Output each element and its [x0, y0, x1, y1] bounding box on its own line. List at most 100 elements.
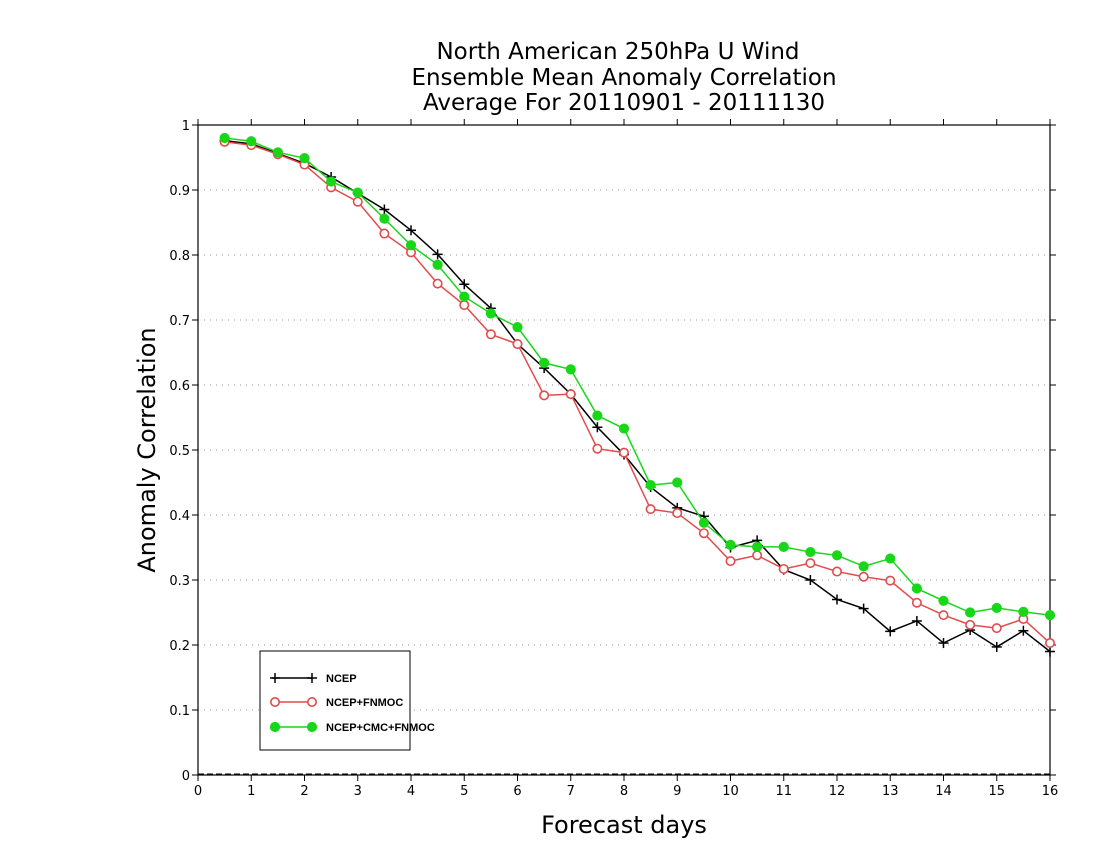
- legend-entry-ncep-cmc-fnmoc: NCEP+CMC+FNMOC: [269, 721, 435, 734]
- point-ncep-fnmoc-28: [965, 619, 976, 630]
- x-tick-label-12: 12: [829, 784, 846, 799]
- y-tick-label-1: 0.1: [169, 704, 190, 719]
- point-ncep-7: [406, 225, 416, 236]
- point-ncep-cmc-fnmoc-20: [752, 541, 763, 552]
- x-tick-label-15: 15: [988, 784, 1005, 799]
- series-line-ncep-fnmoc: [224, 141, 1051, 644]
- y-tick-label-0: 0: [182, 769, 190, 784]
- legend-marker-end-ncep-fnmoc: [306, 696, 317, 707]
- point-ncep-30: [1018, 625, 1029, 636]
- point-ncep-cmc-fnmoc-31: [1044, 610, 1056, 621]
- point-ncep-cmc-fnmoc-10: [485, 308, 496, 319]
- y-tick-label-10: 1: [182, 119, 190, 134]
- point-ncep-cmc-fnmoc-0: [219, 132, 230, 144]
- point-ncep-cmc-fnmoc-22: [805, 546, 816, 558]
- point-ncep-cmc-fnmoc-5: [352, 187, 363, 198]
- point-ncep-cmc-fnmoc-29: [991, 602, 1002, 614]
- point-ncep-fnmoc-19: [725, 556, 736, 567]
- point-ncep-29: [991, 641, 1002, 652]
- point-ncep-22: [805, 575, 816, 585]
- legend-marker-end-ncep: [307, 673, 317, 683]
- point-ncep-cmc-fnmoc-21: [778, 541, 789, 552]
- point-ncep-cmc-fnmoc-13: [565, 364, 576, 375]
- y-tick-label-6: 0.6: [169, 379, 190, 394]
- point-ncep-26: [911, 615, 922, 626]
- x-tick-label-11: 11: [775, 784, 792, 799]
- point-ncep-cmc-fnmoc-14: [592, 410, 603, 421]
- point-ncep-8: [432, 249, 443, 260]
- legend: NCEP NCEP+FNMOC NCEP+CMC+FNMOC: [259, 650, 435, 751]
- point-ncep-fnmoc-17: [672, 508, 683, 519]
- point-ncep-23: [832, 594, 842, 605]
- point-ncep-24: [858, 603, 869, 614]
- y-tick-label-3: 0.3: [169, 574, 190, 589]
- point-ncep-cmc-fnmoc-11: [512, 322, 523, 333]
- point-ncep-fnmoc-15: [618, 447, 629, 458]
- point-ncep-fnmoc-12: [539, 390, 550, 401]
- point-ncep-cmc-fnmoc-30: [1018, 606, 1029, 617]
- x-tick-label-2: 2: [300, 784, 308, 799]
- point-ncep-fnmoc-25: [885, 575, 896, 586]
- x-tick-label-4: 4: [407, 784, 415, 799]
- point-ncep-cmc-fnmoc-4: [326, 176, 337, 187]
- point-ncep-fnmoc-21: [778, 563, 789, 574]
- legend-marker-end-ncep-cmc-fnmoc: [306, 721, 318, 733]
- x-tick-label-6: 6: [513, 784, 521, 799]
- x-tick-label-5: 5: [460, 784, 468, 799]
- x-tick-label-1: 1: [247, 784, 255, 799]
- legend-label-ncep-cmc-fnmoc: NCEP+CMC+FNMOC: [326, 722, 435, 734]
- point-ncep-14: [592, 422, 603, 433]
- chart-title-line-1: North American 250hPa U Wind: [436, 39, 799, 65]
- point-ncep-25: [885, 626, 896, 637]
- point-ncep-27: [938, 638, 949, 649]
- series-ncep-fnmoc: [219, 136, 1056, 649]
- point-ncep-cmc-fnmoc-3: [299, 153, 310, 164]
- x-tick-label-9: 9: [673, 784, 681, 799]
- point-ncep-6: [379, 204, 390, 215]
- point-ncep-cmc-fnmoc-26: [911, 583, 922, 594]
- x-tick-label-14: 14: [935, 784, 952, 799]
- point-ncep-fnmoc-24: [858, 571, 869, 582]
- axes: 00.10.20.30.40.50.60.70.80.910 1 2 3 4 5 6 7 8 9 1…: [169, 119, 1058, 799]
- point-ncep-cmc-fnmoc-16: [645, 480, 656, 491]
- point-ncep-cmc-fnmoc-1: [246, 136, 257, 147]
- y-tick-label-5: 0.5: [169, 444, 190, 459]
- point-ncep-fnmoc-27: [938, 610, 949, 621]
- y-tick-label-4: 0.4: [169, 509, 190, 524]
- series-group: [219, 132, 1056, 657]
- point-ncep-cmc-fnmoc-15: [618, 423, 630, 434]
- point-ncep-cmc-fnmoc-2: [272, 147, 283, 158]
- x-tick-label-3: 3: [354, 784, 362, 799]
- x-tick-label-8: 8: [620, 784, 628, 799]
- point-ncep-fnmoc-10: [485, 329, 496, 340]
- legend-entry-ncep-fnmoc: NCEP+FNMOC: [269, 696, 403, 709]
- point-ncep-cmc-fnmoc-9: [459, 291, 470, 302]
- point-ncep-fnmoc-22: [805, 558, 816, 569]
- point-ncep-cmc-fnmoc-25: [885, 553, 896, 564]
- y-axis-label: Anomaly Correlation: [133, 327, 161, 572]
- legend-label-ncep: NCEP: [326, 673, 357, 685]
- point-ncep-fnmoc-13: [565, 389, 576, 400]
- point-ncep-9: [459, 279, 470, 290]
- point-ncep-cmc-fnmoc-12: [539, 357, 550, 368]
- legend-box: [259, 650, 411, 751]
- point-ncep-fnmoc-18: [698, 528, 709, 539]
- legend-entry-ncep: NCEP: [270, 673, 357, 685]
- x-tick-label-13: 13: [882, 784, 899, 799]
- point-ncep-fnmoc-9: [459, 300, 470, 311]
- point-ncep-fnmoc-6: [379, 228, 390, 239]
- legend-label-ncep-fnmoc: NCEP+FNMOC: [326, 697, 403, 709]
- series-ncep-cmc-fnmoc: [219, 132, 1056, 621]
- point-ncep-cmc-fnmoc-27: [938, 595, 949, 606]
- point-ncep-cmc-fnmoc-18: [698, 517, 709, 528]
- legend-marker-start-ncep-fnmoc: [269, 696, 280, 707]
- y-tick-label-9: 0.9: [169, 184, 190, 199]
- point-ncep-fnmoc-8: [432, 278, 443, 289]
- point-ncep-cmc-fnmoc-23: [831, 550, 843, 561]
- x-tick-label-7: 7: [567, 784, 575, 799]
- x-axis-label: Forecast days: [541, 811, 707, 839]
- legend-marker-start-ncep: [270, 673, 280, 683]
- x-tick-label-10: 10: [722, 784, 739, 799]
- point-ncep-cmc-fnmoc-19: [725, 539, 736, 551]
